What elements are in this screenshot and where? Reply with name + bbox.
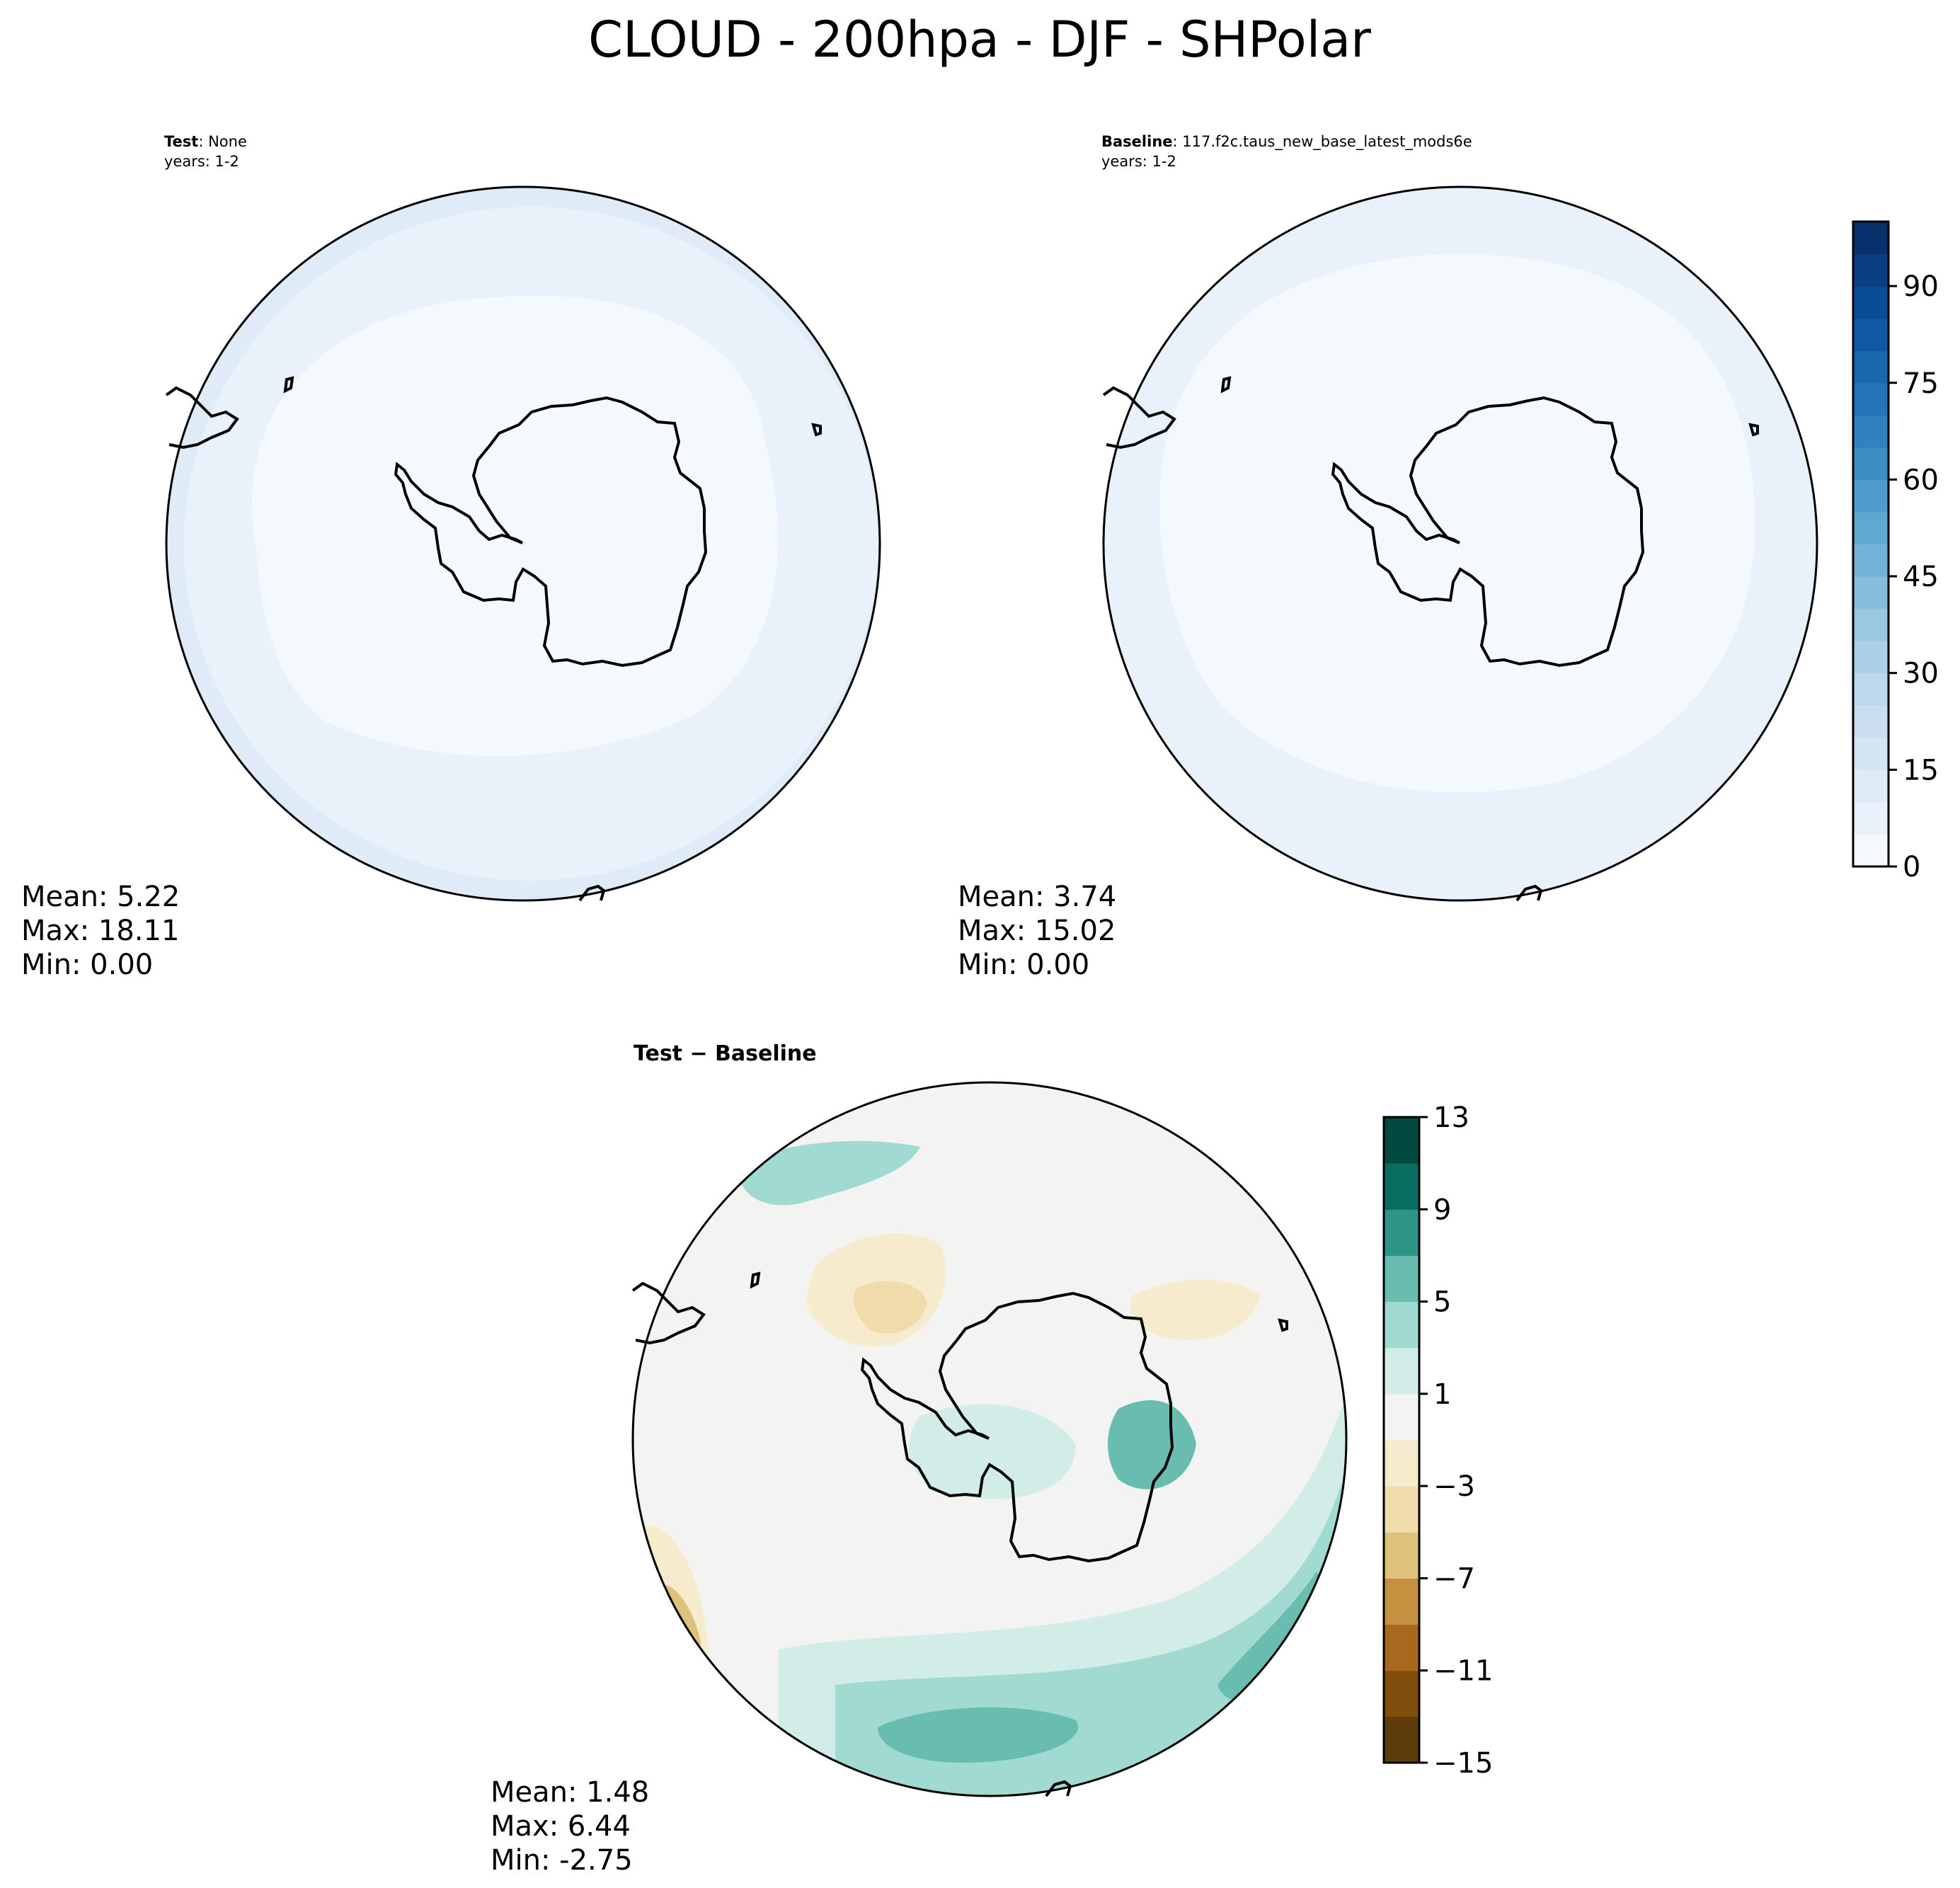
baseline-field-inner <box>1159 254 1755 793</box>
test-stat-mean: Mean: 5.22 <box>21 881 180 913</box>
baseline-years: years: 1-2 <box>1101 153 1176 170</box>
difference-colorbar-swatch <box>1384 1117 1419 1164</box>
difference-map-boundary <box>631 1081 1348 1797</box>
baseline-header: Baseline: 117.f2c.taus_new_base_latest_m… <box>1101 133 1472 151</box>
test-field <box>166 187 880 900</box>
test-panel: Test: None years: 1-2 Mean: 5.22 Max: 18… <box>21 133 881 981</box>
absolute-colorbar-swatch <box>1853 576 1889 610</box>
absolute-colorbar-swatch <box>1853 511 1889 545</box>
absolute-colorbar-swatch <box>1853 447 1889 480</box>
test-header-value: : None <box>198 133 247 150</box>
difference-stat-mean: Mean: 1.48 <box>491 1776 649 1809</box>
difference-field-core-east <box>1217 1572 1322 1702</box>
absolute-colorbar-tick-label: 75 <box>1903 367 1939 400</box>
absolute-colorbar-tick-label: 90 <box>1903 270 1939 303</box>
difference-colorbar-swatch <box>1384 1716 1419 1763</box>
absolute-colorbar-tick-label: 15 <box>1903 754 1939 786</box>
absolute-colorbar-swatch <box>1853 641 1889 674</box>
absolute-colorbar-swatch <box>1853 253 1889 287</box>
absolute-colorbar-tick-label: 60 <box>1903 464 1939 496</box>
absolute-colorbar-swatch <box>1853 705 1889 738</box>
difference-field-core-south <box>878 1707 1079 1763</box>
difference-field <box>633 1082 1346 1796</box>
absolute-colorbar-tick-label: 45 <box>1903 561 1939 593</box>
difference-colorbar-swatch <box>1384 1163 1419 1210</box>
difference-colorbar-swatch <box>1384 1670 1419 1717</box>
baseline-header-value: : 117.f2c.taus_new_base_latest_mods6e <box>1173 133 1472 151</box>
absolute-colorbar-swatch <box>1853 479 1889 513</box>
difference-stat-min: Min: -2.75 <box>491 1844 633 1877</box>
difference-colorbar-tick-label: −11 <box>1433 1655 1493 1688</box>
difference-stats: Mean: 1.48 Max: 6.44 Min: -2.75 <box>491 1776 658 1877</box>
absolute-colorbar-swatch <box>1853 801 1889 835</box>
difference-colorbar-tick-label: −15 <box>1433 1747 1493 1780</box>
absolute-colorbar-swatch <box>1853 382 1889 416</box>
difference-field-neg-north-strong <box>854 1281 927 1334</box>
difference-colorbar-swatch <box>1384 1255 1419 1303</box>
test-header: Test: None <box>164 133 247 150</box>
difference-colorbar: −15 −11 −7 −3 1 5 9 13 <box>1382 1102 1493 1780</box>
test-stat-min: Min: 0.00 <box>21 949 153 981</box>
difference-colorbar-frame <box>1382 1116 1421 1764</box>
difference-field-neg-east <box>1130 1279 1260 1340</box>
test-years: years: 1-2 <box>164 153 239 170</box>
absolute-colorbar-tick-label: 0 <box>1903 851 1920 883</box>
difference-colorbar-swatch <box>1384 1393 1419 1441</box>
difference-colorbar-swatch <box>1384 1209 1419 1257</box>
difference-colorbar-swatch <box>1384 1486 1419 1533</box>
baseline-map-boundary <box>1102 185 1818 902</box>
difference-colorbar-tick-label: 9 <box>1433 1194 1451 1226</box>
absolute-colorbar-swatch <box>1853 834 1889 867</box>
difference-colorbar-tick-label: −7 <box>1433 1562 1475 1595</box>
difference-colorbar-swatch <box>1384 1301 1419 1349</box>
difference-field-patch-east <box>1108 1400 1196 1489</box>
difference-stat-max: Max: 6.44 <box>491 1810 631 1843</box>
difference-colorbar-swatch <box>1384 1440 1419 1487</box>
difference-colorbar-swatch <box>1384 1532 1419 1579</box>
test-stat-max: Max: 18.11 <box>21 915 179 947</box>
absolute-colorbar-swatch <box>1853 673 1889 706</box>
absolute-colorbar-swatch <box>1853 415 1889 448</box>
figure-title: CLOUD - 200hpa - DJF - SHPolar <box>588 11 1371 69</box>
absolute-colorbar-swatch <box>1853 737 1889 770</box>
difference-colorbar-swatch <box>1384 1578 1419 1625</box>
absolute-colorbar-swatch <box>1853 544 1889 577</box>
absolute-colorbar-frame <box>1852 220 1890 868</box>
difference-colorbar-swatch <box>1384 1624 1419 1671</box>
test-map-boundary <box>165 185 881 902</box>
absolute-colorbar-tick-label: 30 <box>1903 658 1939 690</box>
baseline-stats: Mean: 3.74 Max: 15.02 Min: 0.00 <box>958 881 1125 981</box>
absolute-colorbar-swatch <box>1853 318 1889 351</box>
absolute-colorbar-swatch <box>1853 350 1889 384</box>
baseline-panel: Baseline: 117.f2c.taus_new_base_latest_m… <box>958 133 1818 981</box>
difference-colorbar-tick-label: 1 <box>1433 1378 1451 1411</box>
difference-colorbar-tick-label: 5 <box>1433 1286 1451 1319</box>
baseline-header-label: Baseline <box>1101 133 1173 150</box>
absolute-colorbar-swatch <box>1853 608 1889 641</box>
difference-header: Test − Baseline <box>634 1041 817 1066</box>
test-stats: Mean: 5.22 Max: 18.11 Min: 0.00 <box>21 881 189 981</box>
absolute-colorbar-swatch <box>1853 769 1889 803</box>
baseline-stat-max: Max: 15.02 <box>958 915 1116 947</box>
absolute-colorbar-swatch <box>1853 286 1889 319</box>
absolute-colorbar-swatch <box>1853 222 1889 255</box>
test-field-inner <box>252 295 778 756</box>
baseline-stat-mean: Mean: 3.74 <box>958 881 1116 913</box>
baseline-stat-min: Min: 0.00 <box>958 949 1089 981</box>
difference-colorbar-swatch <box>1384 1347 1419 1395</box>
difference-colorbar-tick-label: −3 <box>1433 1470 1475 1503</box>
test-header-label: Test <box>164 133 198 150</box>
difference-field-patch-center <box>908 1404 1076 1499</box>
baseline-field <box>1104 187 1817 900</box>
absolute-colorbar: 0 15 30 45 60 75 90 <box>1852 220 1939 883</box>
difference-colorbar-tick-label: 13 <box>1433 1102 1469 1134</box>
difference-field-band-north <box>736 1140 920 1206</box>
difference-panel: Test − Baseline Mean: 1.48 Max: <box>491 1041 1348 1877</box>
